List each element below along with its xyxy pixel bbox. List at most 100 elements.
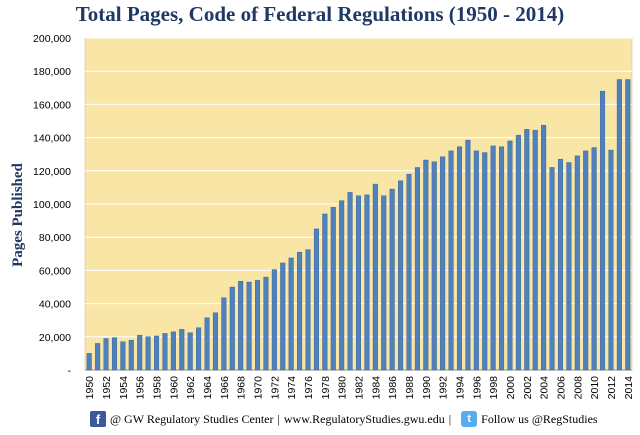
bar-1979	[330, 207, 336, 371]
bar-1985	[381, 195, 387, 371]
bar-2000	[507, 140, 513, 371]
bar-1986	[389, 188, 395, 371]
chart-title: Total Pages, Code of Federal Regulations…	[75, 2, 565, 26]
footer-url-link[interactable]: www.RegulatoryStudies.gwu.edu	[283, 411, 445, 426]
x-tick-label: 1982	[354, 376, 366, 400]
x-tick-label: 1992	[438, 376, 450, 400]
bar-1969	[246, 281, 252, 371]
bar-1973	[280, 262, 286, 371]
bar-1957	[145, 336, 151, 371]
bar-1984	[372, 183, 378, 371]
bar-1993	[448, 150, 454, 371]
bar-1967	[229, 286, 235, 371]
bar-2001	[515, 134, 521, 371]
bar-1974	[288, 257, 294, 371]
gridlines	[85, 37, 632, 371]
bar-2010	[591, 147, 597, 371]
x-tick-label: 1980	[337, 376, 349, 400]
bar-1971	[263, 276, 269, 371]
x-tick-label: 1986	[387, 376, 399, 400]
bars	[86, 79, 631, 371]
bar-2013	[616, 79, 622, 371]
bar-1978	[322, 213, 328, 371]
bar-1972	[271, 269, 277, 371]
bar-1995	[465, 139, 471, 371]
bar-1966	[221, 297, 227, 371]
bar-1999	[499, 146, 505, 371]
bar-1989	[414, 167, 420, 371]
x-tick-label: 1984	[370, 376, 382, 400]
x-tick-label: 2004	[539, 376, 551, 400]
bar-2007	[566, 162, 572, 371]
twitter-icon[interactable]: t	[461, 411, 478, 427]
y-tick-label: 20,000	[39, 332, 71, 344]
bar-2002	[524, 129, 530, 371]
y-tick-label: 80,000	[39, 232, 71, 244]
x-tick-label: 2010	[589, 376, 601, 400]
y-tick-label: 120,000	[33, 166, 71, 178]
x-tick-label: 2000	[505, 376, 517, 400]
bar-1998	[490, 145, 496, 371]
x-tick-label: 1996	[471, 376, 483, 400]
bar-1983	[364, 194, 370, 371]
bar-2008	[574, 155, 580, 371]
x-tick-label: 1952	[101, 376, 113, 400]
bar-1959	[162, 333, 168, 371]
bar-1982	[355, 195, 362, 371]
x-tick-label: 1990	[421, 376, 433, 400]
bar-1990	[423, 159, 429, 371]
x-tick-label: 1956	[135, 376, 147, 400]
x-tick-label: 1962	[185, 376, 197, 400]
footer-separator-2: |	[448, 411, 452, 426]
y-tick-label: 40,000	[39, 299, 71, 311]
x-tick-label: 1950	[84, 376, 96, 400]
bar-1968	[238, 280, 244, 371]
y-tick-label: 180,000	[33, 66, 71, 78]
bar-1956	[137, 334, 143, 371]
bar-1992	[440, 156, 446, 371]
bar-2009	[583, 150, 589, 371]
bar-1960	[170, 331, 176, 371]
bar-1987	[398, 180, 404, 371]
bar-1976	[305, 249, 311, 371]
bar-2006	[557, 158, 563, 371]
x-tick-label: 1994	[454, 376, 466, 400]
bar-1977	[313, 228, 319, 371]
bar-1962	[187, 332, 193, 371]
y-tick-label: -	[68, 365, 72, 377]
bar-1963	[196, 327, 202, 371]
y-tick-label: 60,000	[39, 265, 71, 277]
x-tick-label: 1966	[219, 376, 231, 400]
x-tick-label: 1998	[488, 376, 500, 400]
x-tick-label: 1958	[152, 376, 164, 400]
footer: f @ GW Regulatory Studies Center | www.R…	[90, 409, 640, 429]
x-tick-label: 1960	[168, 376, 180, 400]
x-tick-label: 1974	[286, 376, 298, 400]
x-tick-label: 2006	[555, 376, 567, 400]
x-tick-label: 2014	[623, 376, 635, 400]
y-tick-label: 200,000	[33, 33, 71, 45]
footer-twitter-text[interactable]: Follow us @RegStudies	[481, 411, 598, 426]
bar-1991	[431, 161, 437, 371]
footer-org-text: @ GW Regulatory Studies Center	[110, 411, 274, 426]
bar-1994	[456, 146, 463, 371]
footer-separator: |	[277, 411, 280, 426]
x-tick-label: 2008	[572, 376, 584, 400]
bar-1970	[254, 280, 261, 371]
bar-2011	[600, 90, 606, 371]
bar-1961	[179, 329, 185, 371]
bar-1950	[86, 353, 92, 371]
facebook-icon[interactable]: f	[90, 411, 106, 427]
y-tick-label: 140,000	[33, 133, 71, 145]
x-tick-label: 1978	[320, 376, 332, 400]
x-tick-label: 1988	[404, 376, 416, 400]
bar-1964	[204, 317, 210, 371]
bar-2005	[549, 167, 555, 371]
bar-2012	[608, 149, 614, 371]
bar-1975	[297, 251, 303, 371]
bar-1980	[339, 200, 345, 371]
y-axis-ticks: - 20,000 40,000 60,000 80,000 100,000 120,000 1…	[33, 33, 71, 377]
y-tick-label: 100,000	[33, 199, 71, 211]
bar-1952	[103, 338, 109, 371]
